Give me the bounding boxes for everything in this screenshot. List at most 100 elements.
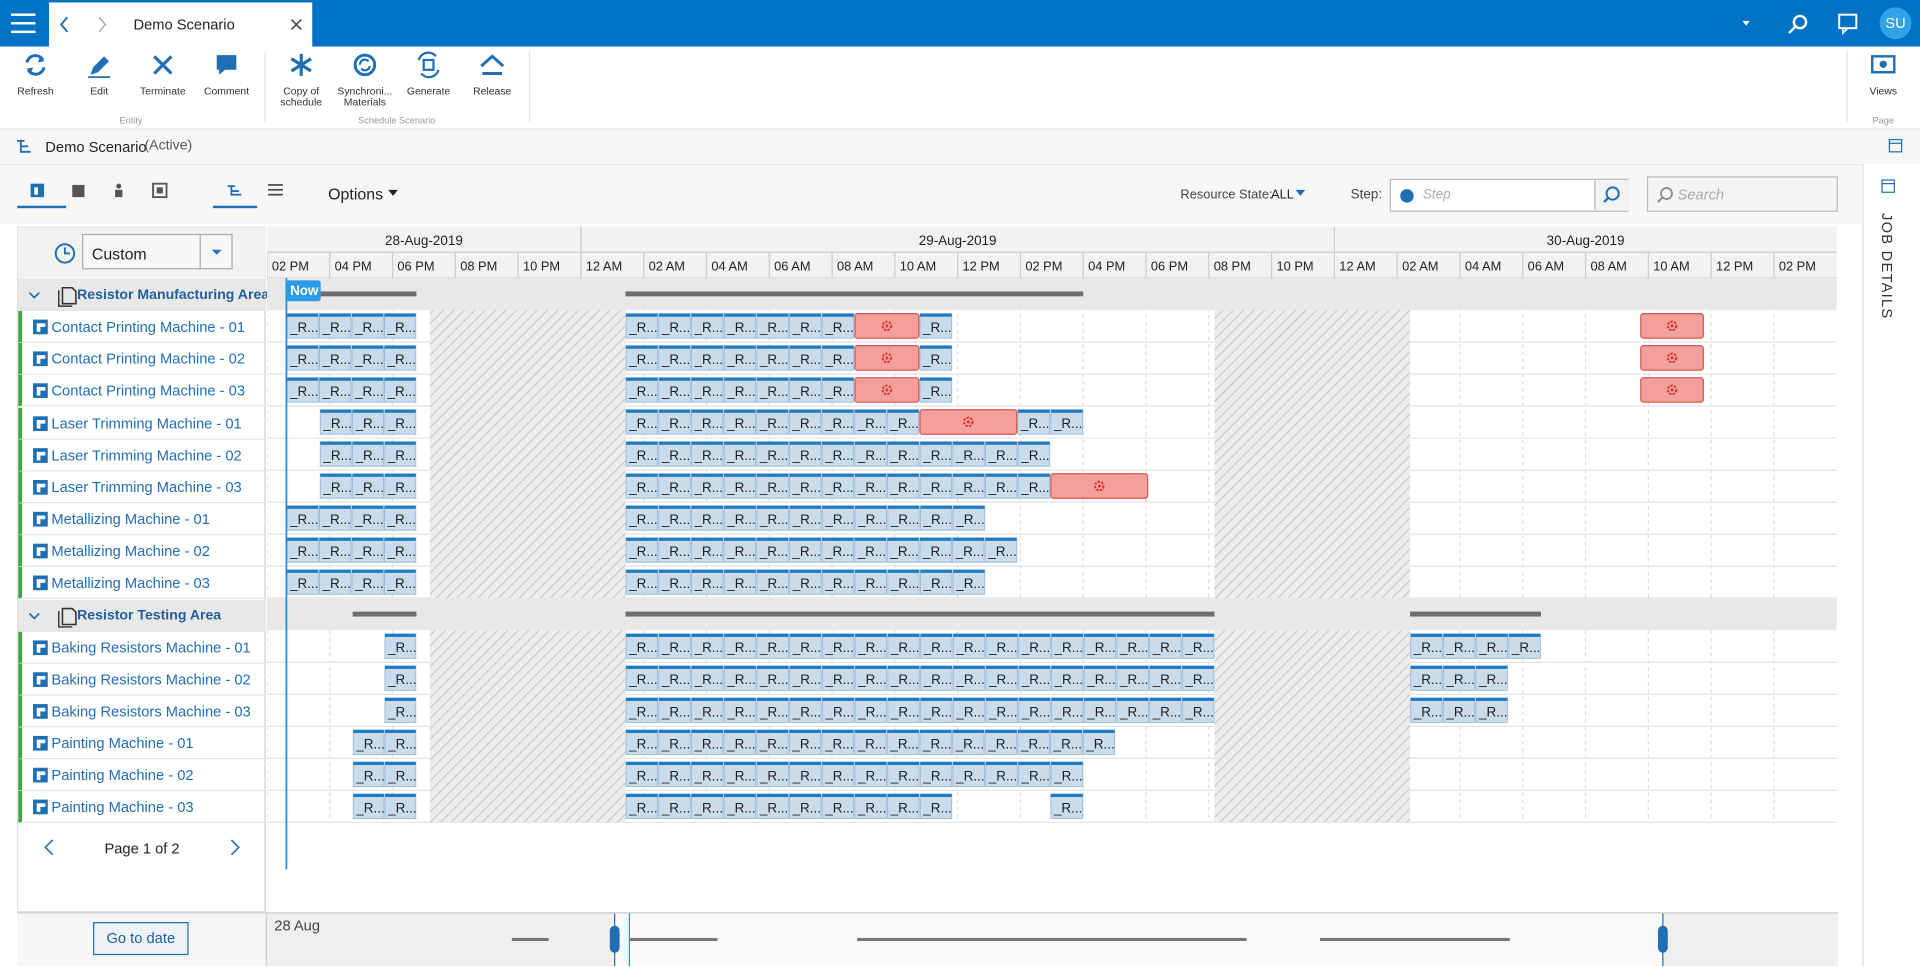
task-label: _R...: [354, 512, 383, 527]
task-label: _R...: [792, 320, 821, 335]
task-bar-top: [822, 409, 854, 413]
close-icon[interactable]: [290, 18, 302, 30]
task-label: _R...: [824, 480, 853, 495]
task-label: _R...: [857, 512, 886, 527]
resource-name: Metallizing Machine - 03: [51, 574, 210, 592]
non-working: [429, 758, 626, 791]
task-bar-top: [626, 505, 658, 509]
resource-icon: [33, 800, 48, 815]
toolbar-button[interactable]: Refresh: [4, 51, 68, 96]
search-input[interactable]: Search: [1646, 176, 1838, 212]
resource-row[interactable]: Baking Resistors Machine - 01: [18, 631, 266, 664]
side-panel-icon[interactable]: [1881, 179, 1896, 194]
resource-row[interactable]: Metallizing Machine - 03: [18, 567, 266, 600]
task-label: _R...: [355, 416, 384, 431]
toolbar-button[interactable]: Views: [1851, 51, 1915, 96]
tab[interactable]: Demo Scenario: [48, 2, 313, 47]
task-label: _R...: [628, 768, 657, 783]
go-to-date-button[interactable]: Go to date: [93, 922, 189, 956]
view-select-caret[interactable]: [199, 235, 233, 269]
non-working: [1214, 470, 1411, 503]
task-label: _R...: [1020, 448, 1049, 463]
day-label: 28-Aug-2019: [385, 233, 463, 248]
view-mode-icons[interactable]: [17, 180, 299, 209]
side-panel-title[interactable]: JOB DETAILS: [1878, 213, 1896, 320]
toolbar-button[interactable]: Synchroni... Materials: [333, 51, 397, 107]
non-working: [429, 662, 626, 695]
task-bar-top: [1018, 473, 1050, 477]
group-row[interactable]: Resistor Manufacturing Area: [18, 279, 269, 312]
task-bar-top: [789, 537, 821, 541]
resource-row[interactable]: Contact Printing Machine - 02: [18, 343, 266, 376]
task-bar-top: [985, 761, 1018, 766]
task-label: _R...: [792, 384, 821, 399]
group-row[interactable]: Resistor Testing Area: [18, 599, 266, 632]
nav-arrows[interactable]: [59, 16, 108, 33]
alert-icon-dot: [885, 388, 889, 392]
alert-icon: [1666, 352, 1678, 364]
top-icons[interactable]: [1739, 11, 1886, 38]
task-label: _R...: [890, 704, 919, 719]
resource-name: Metallizing Machine - 02: [51, 542, 210, 560]
task-label: _R...: [628, 320, 657, 335]
task-bar-top: [353, 761, 384, 766]
resource-row[interactable]: Contact Printing Machine - 01: [18, 311, 266, 344]
options-menu[interactable]: Options: [328, 184, 384, 204]
task-label: _R...: [726, 736, 755, 751]
resource-row[interactable]: Painting Machine - 03: [18, 791, 266, 824]
resource-row[interactable]: Laser Trimming Machine - 03: [18, 471, 266, 504]
non-working: [429, 438, 626, 471]
resource-row[interactable]: Painting Machine - 01: [18, 727, 266, 760]
button-label: Terminate: [139, 84, 186, 97]
search-placeholder: Search: [1677, 186, 1725, 204]
non-working: [429, 630, 626, 663]
task-bar: [756, 313, 789, 339]
button-icon: [353, 53, 377, 77]
step-input[interactable]: Step: [1389, 178, 1629, 212]
task-bar: [756, 505, 789, 531]
button-icon: [290, 53, 312, 76]
toolbar-button[interactable]: Copy of schedule: [269, 51, 333, 107]
task-bar-top: [287, 505, 319, 509]
prev-page[interactable]: [43, 839, 55, 856]
task-bar: [691, 697, 724, 723]
task-bar: [788, 537, 822, 563]
next-page[interactable]: [229, 839, 241, 856]
task-bar: [789, 761, 822, 787]
resource-row[interactable]: Contact Printing Machine - 03: [18, 375, 266, 408]
user-avatar[interactable]: SU: [1879, 7, 1912, 40]
task-bar: [384, 761, 417, 787]
menu-icon[interactable]: [11, 12, 36, 34]
task-label: _R...: [355, 448, 384, 463]
task-bar-top: [789, 473, 821, 477]
task-label: _R...: [1478, 704, 1507, 719]
task-label: _R...: [661, 352, 690, 367]
toolbar-button[interactable]: Generate: [397, 51, 461, 96]
resource-row[interactable]: Painting Machine - 02: [18, 759, 266, 792]
resource-row[interactable]: Metallizing Machine - 02: [18, 535, 266, 568]
panel-icon[interactable]: [1888, 138, 1903, 153]
task-bar: [384, 441, 417, 467]
button-label: Refresh: [17, 84, 54, 97]
toolbar-button[interactable]: Edit: [67, 51, 131, 96]
non-working: [1214, 374, 1411, 407]
resource-row[interactable]: Metallizing Machine - 01: [18, 503, 266, 536]
step-search-button[interactable]: [1594, 180, 1629, 211]
task-bar: [690, 441, 724, 467]
task-bar-top: [1410, 665, 1443, 669]
non-working: [429, 342, 626, 375]
resource-row[interactable]: Baking Resistors Machine - 03: [18, 695, 266, 728]
toolbar-button[interactable]: Release: [460, 51, 524, 96]
resource-state-value[interactable]: ALL: [1271, 187, 1294, 203]
resource-row[interactable]: Baking Resistors Machine - 02: [18, 663, 266, 696]
hour-label: 10 AM: [900, 259, 936, 274]
task-bar-top: [658, 505, 691, 509]
task-bar-top: [1475, 665, 1508, 669]
toolbar-button[interactable]: Terminate: [131, 51, 195, 96]
hour-label: 08 PM: [1214, 259, 1251, 274]
resource-row[interactable]: Laser Trimming Machine - 01: [18, 407, 266, 440]
options-caret: [388, 189, 398, 196]
view-select[interactable]: Custom: [82, 233, 233, 270]
resource-row[interactable]: Laser Trimming Machine - 02: [18, 439, 266, 472]
toolbar-button[interactable]: Comment: [195, 51, 259, 96]
